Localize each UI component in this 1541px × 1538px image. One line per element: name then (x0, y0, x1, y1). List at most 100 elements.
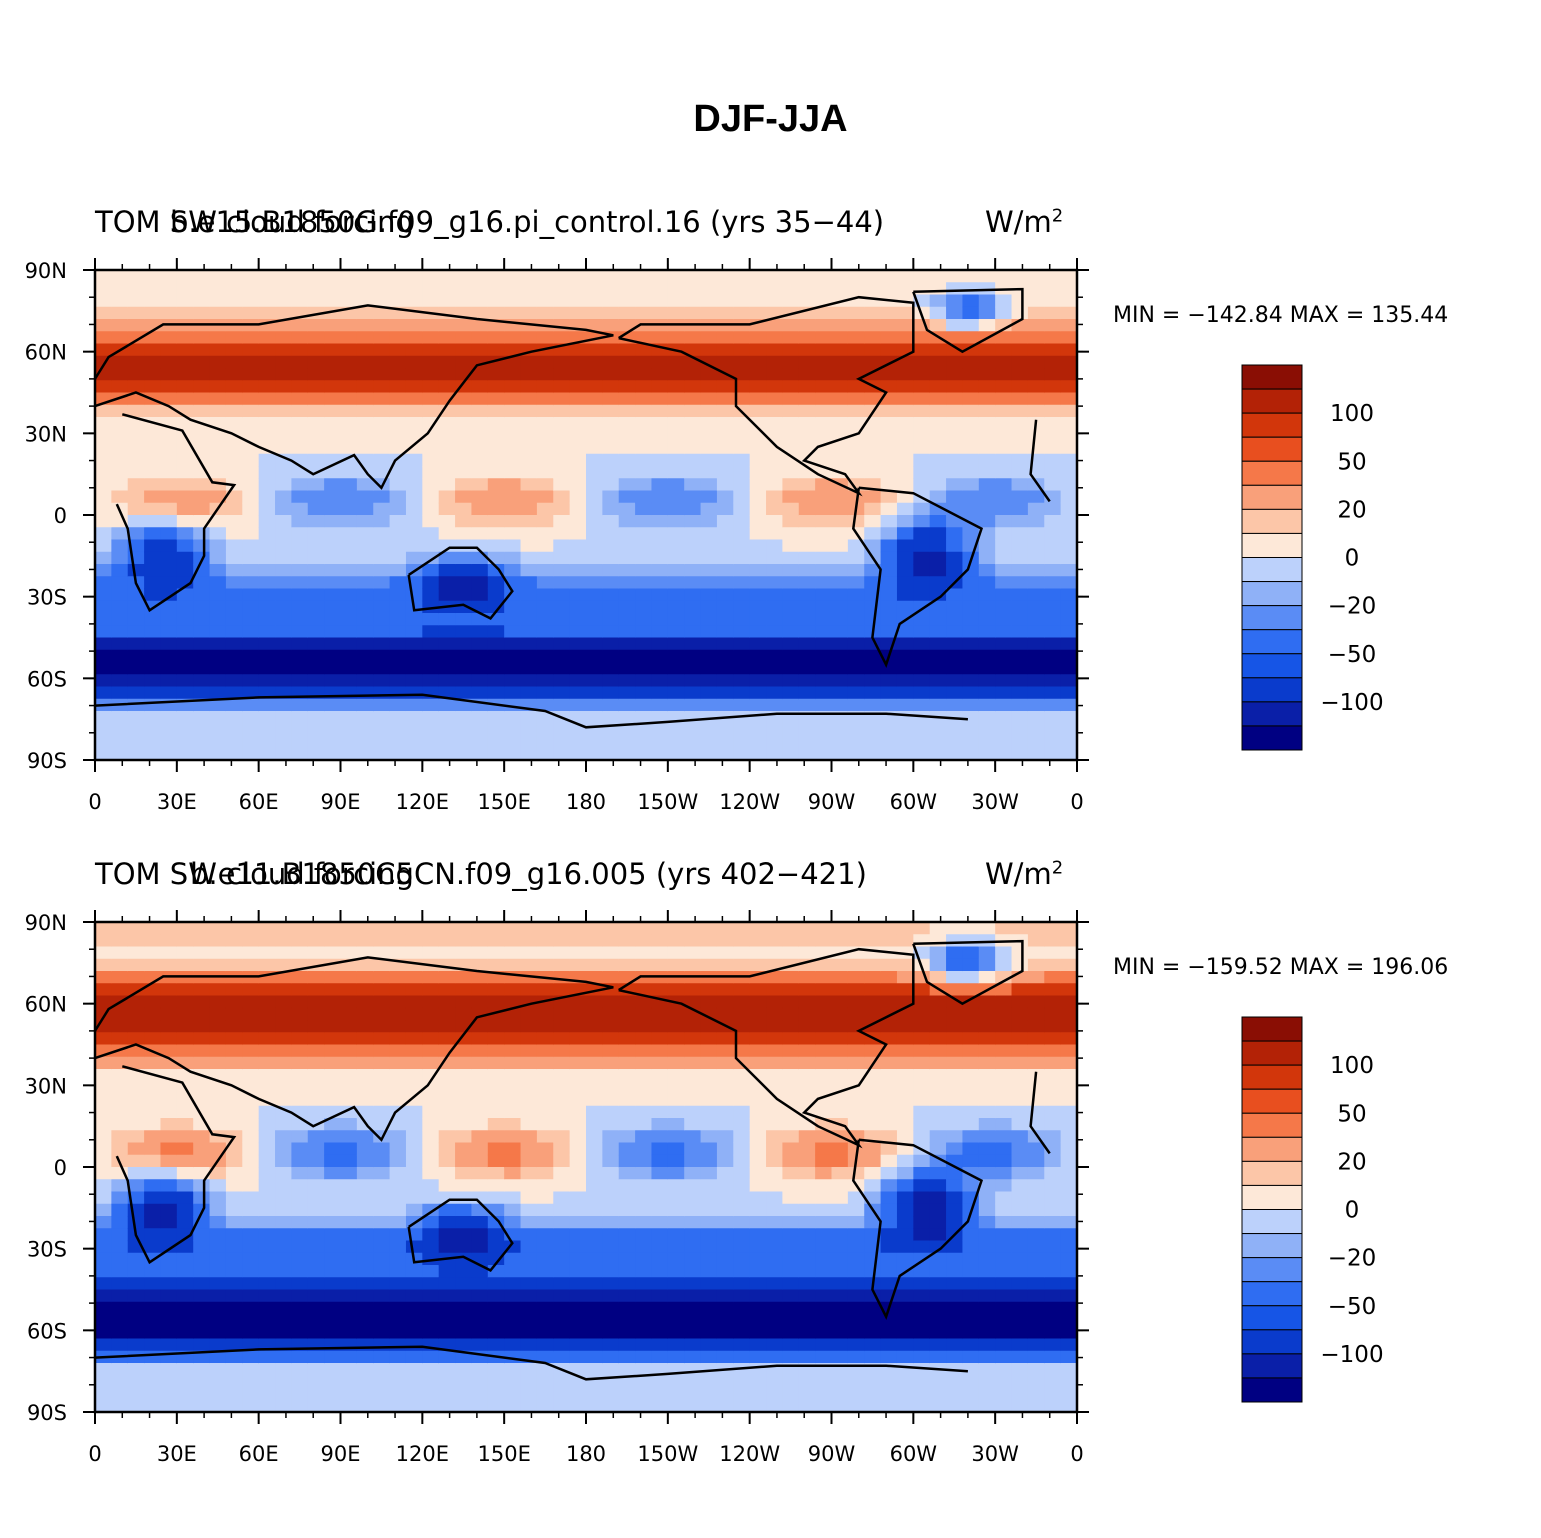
field-cell (1044, 1032, 1062, 1046)
field-cell (193, 674, 211, 688)
field-cell (455, 1044, 473, 1058)
field-cell (651, 686, 669, 700)
field-cell (487, 466, 505, 479)
field-cell (160, 380, 178, 394)
field-cell (225, 1326, 243, 1340)
field-cell (487, 1044, 505, 1058)
field-cell (847, 971, 865, 984)
field-cell (880, 1154, 898, 1168)
field-cell (749, 747, 767, 761)
field-cell (946, 1338, 964, 1352)
field-cell (880, 1032, 898, 1046)
field-cell (1011, 294, 1029, 308)
field-cell (324, 1118, 342, 1131)
field-cell (438, 1301, 456, 1315)
field-cell (307, 1289, 325, 1303)
field-cell (700, 282, 718, 296)
field-cell (684, 502, 702, 516)
field-cell (602, 1154, 620, 1168)
field-cell (749, 1387, 767, 1401)
field-cell (1044, 392, 1062, 406)
field-cell (340, 1252, 358, 1266)
field-cell (667, 747, 685, 761)
field-cell (95, 946, 112, 960)
field-cell (405, 515, 423, 528)
field-cell (1044, 1105, 1062, 1119)
field-cell (111, 983, 129, 997)
field-cell (962, 995, 980, 1009)
field-cell (1011, 922, 1029, 935)
field-cell (749, 922, 767, 935)
field-cell (258, 1277, 276, 1291)
field-cell (667, 380, 685, 394)
field-cell (569, 1314, 587, 1327)
field-cell (766, 490, 783, 504)
field-cell (193, 711, 211, 724)
field-cell (586, 453, 603, 467)
field-cell (438, 1167, 456, 1180)
field-cell (700, 1167, 718, 1180)
field-cell (471, 747, 489, 761)
field-cell (684, 490, 702, 504)
field-cell (831, 723, 849, 737)
field-cell (176, 1252, 194, 1266)
field-cell (291, 1350, 309, 1364)
field-cell (487, 1032, 505, 1046)
field-cell (684, 686, 702, 700)
field-cell (275, 1044, 292, 1058)
field-cell (978, 1179, 996, 1193)
field-cell (782, 343, 800, 357)
field-cell (618, 1020, 636, 1033)
field-cell (946, 934, 964, 948)
field-cell (651, 1093, 669, 1107)
field-cell (1044, 453, 1062, 467)
field-cell (1011, 1240, 1029, 1254)
field-cell (733, 995, 751, 1009)
field-cell (553, 1375, 571, 1389)
field-cell (225, 1363, 243, 1376)
coastline (618, 295, 915, 497)
field-cell (340, 527, 358, 541)
field-cell (651, 1228, 669, 1242)
field-cell (520, 1265, 538, 1278)
field-cell (798, 368, 816, 381)
field-cell (667, 417, 685, 430)
field-cell (258, 1167, 276, 1180)
field-cell (389, 983, 407, 997)
field-cell (520, 1252, 538, 1266)
field-cell (864, 453, 882, 467)
field-cell (864, 613, 882, 626)
field-cell (913, 1350, 931, 1364)
field-cell (258, 1375, 276, 1389)
field-cell (422, 922, 440, 935)
field-cell (553, 282, 571, 296)
field-cell (815, 588, 833, 602)
field-cell (405, 1240, 423, 1254)
field-cell (913, 270, 931, 283)
field-cell (373, 1191, 391, 1205)
colorbar-box (1241, 436, 1303, 462)
field-cell (798, 1056, 816, 1070)
field-cell (324, 1056, 342, 1070)
field-cell (962, 588, 980, 602)
field-cell (258, 1032, 276, 1046)
field-cell (962, 1350, 980, 1364)
field-cell (602, 600, 620, 614)
field-cell (815, 637, 833, 651)
field-cell (405, 983, 423, 997)
field-cell (536, 453, 554, 467)
field-cell (946, 600, 964, 614)
field-cell (766, 1326, 783, 1340)
field-cell (847, 1338, 865, 1352)
field-cell (749, 1314, 767, 1327)
field-cell (373, 1118, 391, 1131)
field-cell (569, 453, 587, 467)
field-cell (586, 380, 603, 394)
field-cell (946, 1032, 964, 1046)
field-cell (373, 995, 391, 1009)
field-cell (176, 343, 194, 357)
field-cell (242, 1399, 260, 1413)
field-cell (455, 466, 473, 479)
field-cell (127, 527, 145, 541)
field-cell (831, 1314, 849, 1327)
